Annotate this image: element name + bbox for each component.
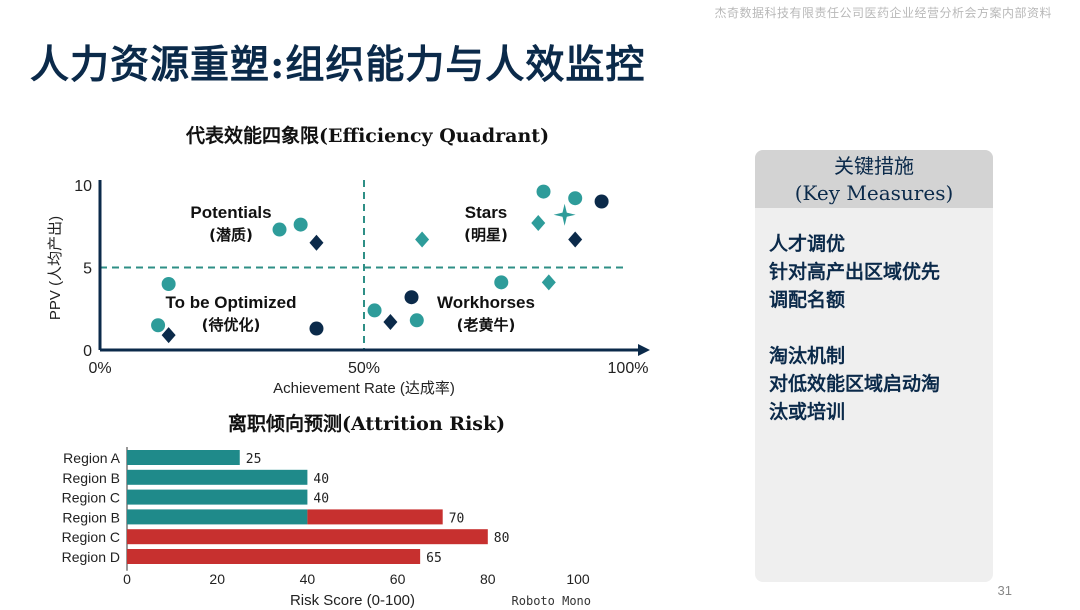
bar-x-tick-label: 20: [209, 571, 225, 587]
bar-x-tick-label: 0: [123, 571, 131, 587]
measure-2-line-2: 汰或培训: [769, 401, 846, 423]
scatter-point-circle: [161, 277, 176, 291]
bar-value-label: 65: [426, 551, 442, 566]
scatter-point-circle: [404, 290, 419, 305]
bar-segment-red: [307, 509, 443, 525]
measure-2-line-1: 对低效能区域启动淘: [769, 373, 941, 395]
quadrant-label: Stars: [465, 203, 508, 222]
scatter-point-circle: [272, 222, 287, 237]
page-title: 人力资源重塑:组织能力与人效监控: [30, 42, 646, 88]
x-axis-arrowhead: [638, 344, 650, 356]
bar-segment-red: [127, 529, 488, 545]
scatter-point-circle: [494, 275, 509, 290]
bar-category-label: Region B: [62, 470, 120, 486]
bar-x-tick-label: 60: [390, 571, 406, 587]
key-measures-body: 人才调优 针对高产出区域优先 调配名额 淘汰机制 对低效能区域启动淘 汰或培训: [755, 208, 993, 426]
quadrant-label-cn: (潜质): [209, 226, 253, 244]
bar-value-label: 80: [494, 531, 510, 546]
y-axis-label: PPV (人均产出): [47, 216, 64, 320]
x-tick-label: 50%: [348, 360, 380, 377]
y-tick-label: 5: [83, 261, 92, 278]
scatter-point-circle: [536, 184, 551, 199]
attrition-chart-title: 离职倾向预测(Attrition Risk): [228, 413, 506, 435]
scatter-point-diamond: [568, 231, 583, 248]
key-measures-panel: 关键措施 (Key Measures) 人才调优 针对高产出区域优先 调配名额 …: [755, 150, 993, 582]
quadrant-chart-title: 代表效能四象限(Efficiency Quadrant): [186, 125, 550, 147]
bar-segment-teal: [127, 509, 308, 525]
measure-1-title: 人才调优: [769, 233, 846, 255]
bar-x-tick-label: 80: [480, 571, 496, 587]
quadrant-label-cn: (老黄牛): [457, 316, 516, 334]
measure-1-line-1: 针对高产出区域优先: [769, 261, 941, 283]
bar-segment-red: [127, 549, 421, 564]
scatter-point-circle: [594, 194, 609, 209]
font-note: Roboto Mono: [512, 594, 591, 608]
bar-value-label: 70: [449, 511, 465, 526]
scatter-point-diamond: [541, 274, 556, 291]
x-tick-label: 0%: [88, 360, 111, 377]
quadrant-label-cn: (待优化): [202, 316, 261, 334]
y-tick-label: 10: [74, 178, 92, 195]
x-tick-label: 100%: [608, 360, 649, 377]
bar-value-label: 25: [246, 452, 262, 467]
bar-value-label: 40: [313, 492, 329, 507]
scatter-point-diamond: [383, 313, 398, 330]
bar-category-label: Region C: [62, 490, 120, 506]
scatter-point-diamond: [309, 234, 324, 251]
bar-segment-teal: [127, 469, 308, 485]
key-measures-header: 关键措施 (Key Measures): [755, 150, 993, 208]
bar-x-tick-label: 40: [300, 571, 316, 587]
scatter-point-circle: [309, 321, 324, 336]
quadrant-label: Workhorses: [437, 293, 535, 312]
x-axis-label: Achievement Rate (达成率): [273, 380, 455, 397]
bar-category-label: Region D: [62, 549, 120, 565]
bar-x-axis-label: Risk Score (0-100): [290, 592, 415, 609]
key-measures-title-cn: 关键措施: [834, 154, 914, 178]
quadrant-label-cn: (明星): [464, 226, 508, 244]
bar-value-label: 40: [313, 472, 329, 487]
scatter-point-circle: [367, 303, 382, 318]
key-measures-title-en: (Key Measures): [794, 181, 954, 205]
bar-x-tick-label: 100: [566, 571, 590, 587]
scatter-point-circle: [409, 313, 424, 328]
scatter-point-diamond: [415, 231, 430, 248]
bar-category-label: Region B: [62, 509, 120, 525]
scatter-point-diamond: [531, 214, 546, 231]
quadrant-label: Potentials: [190, 203, 271, 222]
scatter-point-circle: [293, 217, 308, 232]
bar-category-label: Region C: [62, 529, 120, 545]
bar-segment-teal: [127, 489, 308, 505]
bar-segment-teal: [127, 450, 240, 465]
bar-category-label: Region A: [63, 450, 120, 466]
scatter-point-circle: [151, 318, 166, 333]
scatter-point-diamond: [161, 327, 176, 344]
page-number: 31: [997, 583, 1012, 598]
measure-1-line-2: 调配名额: [769, 289, 846, 311]
quadrant-label: To be Optimized: [166, 293, 297, 312]
scatter-point-circle: [568, 191, 583, 206]
y-tick-label: 0: [83, 343, 92, 360]
scatter-point-star: [553, 203, 576, 226]
measure-2-title: 淘汰机制: [769, 345, 846, 367]
header-note: 杰奇数据科技有限责任公司医药企业经营分析会方案内部资料: [714, 6, 1052, 20]
